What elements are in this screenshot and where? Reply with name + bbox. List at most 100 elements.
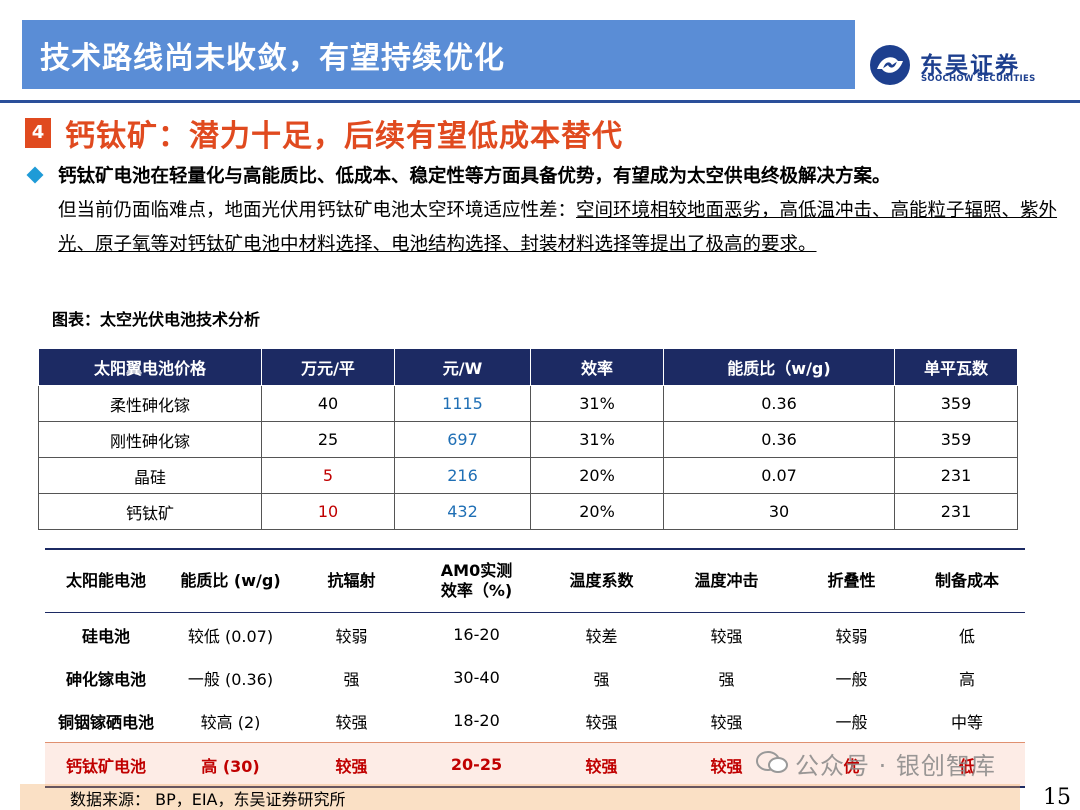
table-cell: 1115 bbox=[394, 385, 531, 422]
table-cell: 一般 bbox=[835, 669, 868, 689]
table-cell: 强 bbox=[718, 669, 735, 689]
table-cell: 31% bbox=[530, 385, 664, 422]
table-header-cell: 效率 bbox=[530, 348, 664, 386]
header-bar bbox=[22, 20, 855, 89]
table-cell: 一般 (0.36) bbox=[187, 669, 274, 689]
price-table: 太阳翼电池价格 万元/平 元/W 效率 能质比（w/g) 单平瓦数 柔性砷化镓 … bbox=[38, 348, 1018, 530]
header-efficiency: 效率（%) bbox=[440, 581, 513, 600]
table-header-row: 太阳能电池 能质比 (w/g) 抗辐射 AM0实测 效率（%) 温度系数 温度冲击… bbox=[45, 548, 1025, 613]
table-cell: 较弱 bbox=[335, 626, 368, 646]
main-paragraph: 钙钛矿电池在轻量化与高能质比、低成本、稳定性等方面具备优势，有望成为太空供电终极… bbox=[58, 160, 1068, 262]
table-cell: 较强 bbox=[335, 712, 368, 732]
table-header-cell: 太阳翼电池价格 bbox=[38, 348, 262, 386]
table-cell: 一般 bbox=[835, 712, 868, 732]
table-cell: 231 bbox=[894, 457, 1018, 494]
table-cell: 晶硅 bbox=[38, 457, 262, 494]
table-row: 晶硅 5 216 20% 0.07 231 bbox=[38, 457, 1018, 494]
table-cell: 40 bbox=[261, 385, 395, 422]
table-cell: 432 bbox=[394, 493, 531, 530]
table-cell: 16-20 bbox=[453, 625, 500, 644]
wechat-icon bbox=[756, 751, 788, 773]
table-cell: 697 bbox=[394, 421, 531, 458]
table-cell: 较强 bbox=[710, 712, 743, 732]
table-cell: 0.36 bbox=[663, 385, 895, 422]
figure-title: 图表：太空光伏电池技术分析 bbox=[52, 310, 261, 329]
table-header-cell: 元/W bbox=[394, 348, 531, 386]
table-cell: 较低 (0.07) bbox=[187, 626, 274, 646]
table-cell: 较强 bbox=[710, 626, 743, 646]
table-header-cell: 折叠性 bbox=[794, 548, 909, 613]
table-header-cell: 万元/平 bbox=[261, 348, 395, 386]
table-cell: 低 bbox=[958, 626, 975, 646]
table-cell: 18-20 bbox=[453, 711, 500, 730]
table-cell: 钙钛矿 bbox=[38, 493, 262, 530]
table-row: 刚性砷化镓 25 697 31% 0.36 359 bbox=[38, 421, 1018, 458]
table-header-cell: 单平瓦数 bbox=[894, 348, 1018, 386]
page-number: 15 bbox=[1043, 785, 1071, 810]
table-cell: 20-25 bbox=[409, 742, 544, 788]
table-row: 柔性砷化镓 40 1115 31% 0.36 359 bbox=[38, 385, 1018, 422]
page-title: 技术路线尚未收敛，有望持续优化 bbox=[40, 41, 505, 76]
table-cell: 25 bbox=[261, 421, 395, 458]
table-cell: 中等 bbox=[950, 712, 983, 732]
table-header-row: 太阳翼电池价格 万元/平 元/W 效率 能质比（w/g) 单平瓦数 bbox=[38, 348, 1018, 386]
table-cell: 刚性砷化镓 bbox=[38, 421, 262, 458]
header-divider bbox=[0, 100, 1080, 103]
table-cell: 较高 (2) bbox=[200, 712, 261, 732]
paragraph-plain: 但当前仍面临难点，地面光伏用钙钛矿电池太空环境适应性差： bbox=[58, 200, 577, 221]
table-cell: 216 bbox=[394, 457, 531, 494]
table-cell: 231 bbox=[894, 493, 1018, 530]
table-header-cell: 能质比（w/g) bbox=[663, 348, 895, 386]
table-cell: 钙钛矿电池 bbox=[45, 742, 167, 788]
table-row: 硅电池 较低 (0.07) 较弱 16-20 较差 较强 较弱 低 bbox=[45, 613, 1025, 657]
table-cell: 铜铟镓硒电池 bbox=[57, 712, 154, 732]
table-cell: 强 bbox=[343, 669, 360, 689]
table-header-cell: 抗辐射 bbox=[294, 548, 409, 613]
table-cell: 20% bbox=[530, 493, 664, 530]
table-header-cell: 温度系数 bbox=[544, 548, 659, 613]
table-cell: 优 bbox=[794, 742, 909, 788]
table-header-cell: AM0实测 效率（%) bbox=[409, 548, 544, 613]
table-header-cell: 能质比 (w/g) bbox=[167, 548, 294, 613]
table-cell: 31% bbox=[530, 421, 664, 458]
table-cell: 高 (30) bbox=[167, 742, 294, 788]
data-source: 数据来源： BP，EIA，东吴证券研究所 bbox=[70, 790, 346, 809]
section-title: 钙钛矿：潜力十足，后续有望低成本替代 bbox=[65, 119, 623, 154]
table-header-cell: 制备成本 bbox=[909, 548, 1025, 613]
table-cell: 359 bbox=[894, 421, 1018, 458]
diamond-bullet-icon bbox=[26, 166, 44, 184]
logo-chinese-name: 东吴证券 bbox=[920, 53, 1020, 79]
company-logo: 东吴证券 SOOCHOW SECURITIES bbox=[868, 43, 1068, 93]
header-am0: AM0实测 bbox=[440, 561, 513, 580]
table-cell: 强 bbox=[593, 669, 610, 689]
table-cell: 砷化镓电池 bbox=[65, 669, 146, 689]
soochow-logo-icon bbox=[870, 45, 910, 85]
table-cell: 较强 bbox=[294, 742, 409, 788]
table-cell: 高 bbox=[958, 669, 975, 689]
table-cell: 0.07 bbox=[663, 457, 895, 494]
paragraph-bold: 钙钛矿电池在轻量化与高能质比、低成本、稳定性等方面具备优势，有望成为太空供电终极… bbox=[58, 166, 891, 187]
table-header-cell: 太阳能电池 bbox=[45, 548, 167, 613]
paragraph-underlined: 空间环境相较地面恶劣，高低温冲击、高能粒子辐照、紫外光、原子氧等对钙钛矿电池中材… bbox=[58, 200, 1058, 255]
table-cell: 30-40 bbox=[453, 668, 500, 687]
table-cell: 较强 bbox=[585, 712, 618, 732]
table-cell: 20% bbox=[530, 457, 664, 494]
table-cell: 硅电池 bbox=[81, 626, 130, 646]
table-cell: 10 bbox=[261, 493, 395, 530]
table-cell: 30 bbox=[663, 493, 895, 530]
table-cell: 较强 bbox=[544, 742, 659, 788]
logo-english-name: SOOCHOW SECURITIES bbox=[921, 74, 1036, 84]
table-cell: 较弱 bbox=[835, 626, 868, 646]
table-row: 砷化镓电池 一般 (0.36) 强 30-40 强 强 一般 高 bbox=[45, 656, 1025, 699]
table-cell: 5 bbox=[261, 457, 395, 494]
table-row: 钙钛矿 10 432 20% 30 231 bbox=[38, 493, 1018, 530]
source-background bbox=[20, 784, 1020, 810]
table-cell: 较差 bbox=[585, 626, 618, 646]
table-cell: 柔性砷化镓 bbox=[38, 385, 262, 422]
watermark: 公众号 · 银创智库 bbox=[795, 752, 996, 780]
table-header-cell: 温度冲击 bbox=[659, 548, 794, 613]
section-number: 4 bbox=[25, 118, 51, 148]
table-cell: 359 bbox=[894, 385, 1018, 422]
table-row: 铜铟镓硒电池 较高 (2) 较强 18-20 较强 较强 一般 中等 bbox=[45, 699, 1025, 743]
table-cell: 低 bbox=[909, 742, 1025, 788]
